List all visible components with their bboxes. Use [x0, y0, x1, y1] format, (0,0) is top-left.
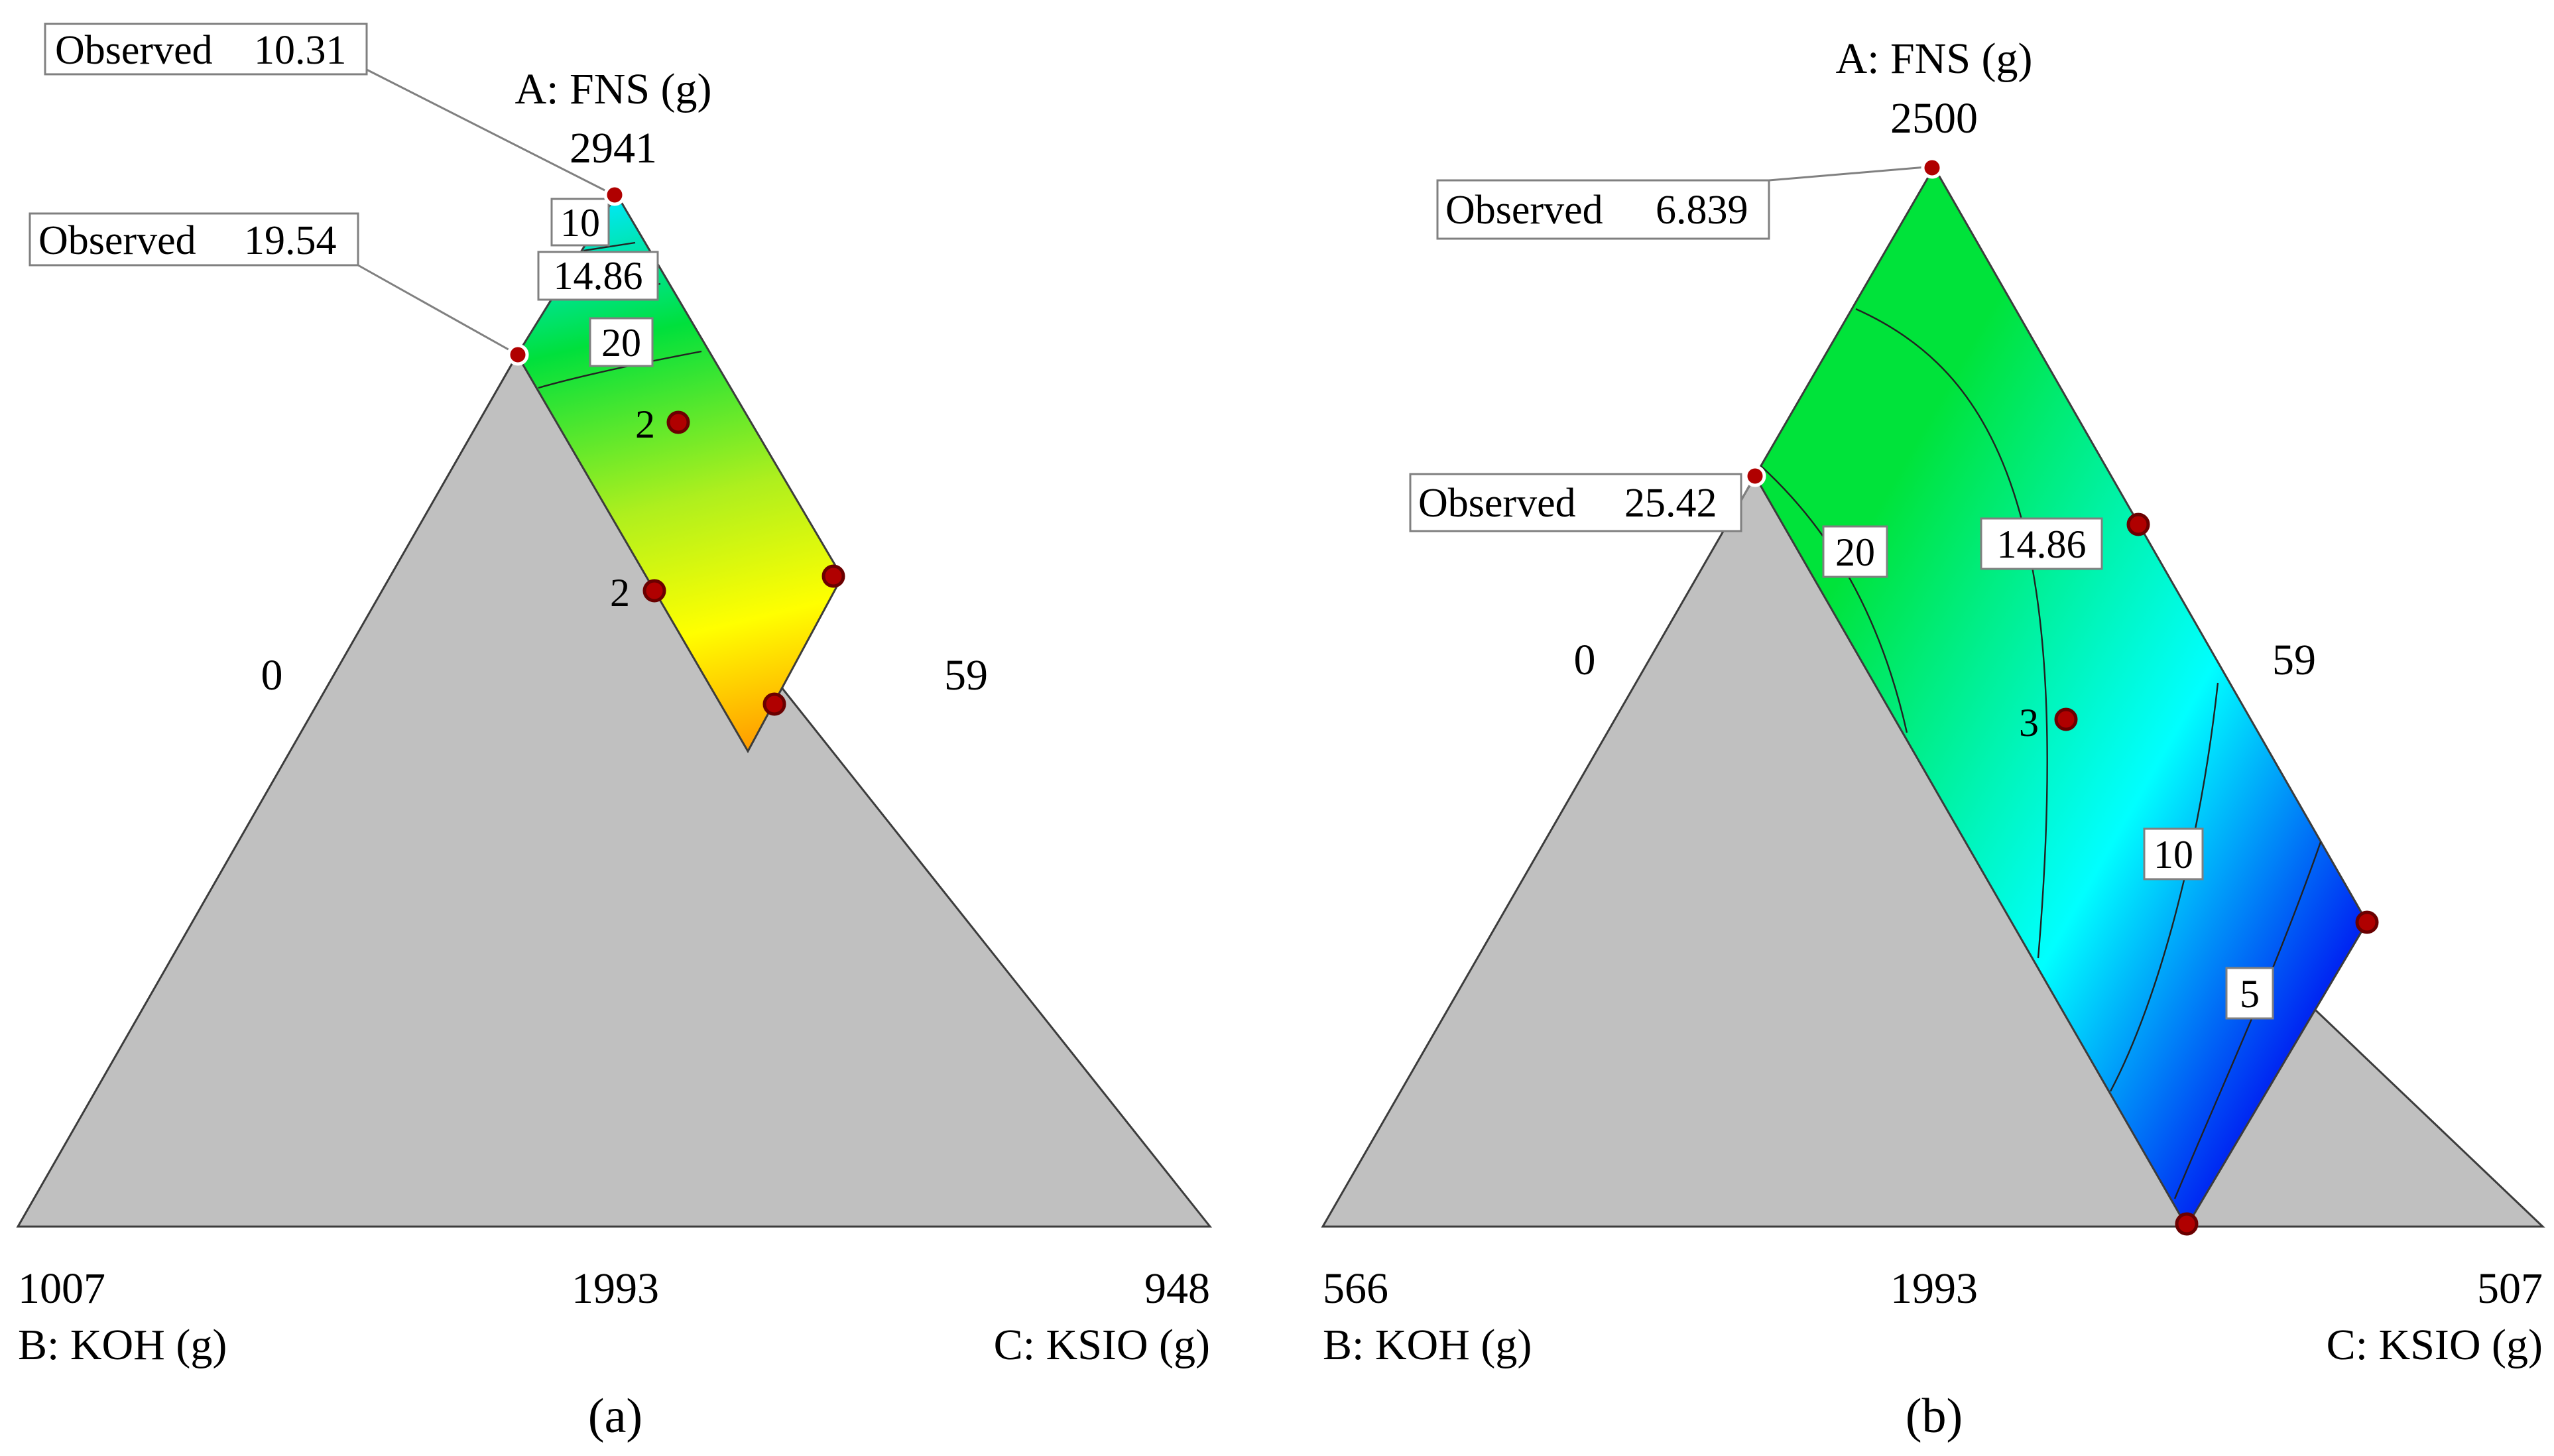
- observed-callout-b2: Observed 25.42: [1409, 473, 1754, 532]
- axis-a-label: A: FNS (g): [515, 65, 711, 113]
- left-edge-value: 0: [261, 651, 283, 699]
- panel-label-b: (b): [1906, 1389, 1963, 1443]
- design-point: [821, 564, 845, 588]
- panel-a: 10 14.86 20 Observed 10.31 Observed 19.5…: [16, 23, 1213, 1443]
- design-point-observed: [507, 343, 529, 366]
- design-points-b: [1744, 156, 2379, 1236]
- constraint-triangle-a: [16, 353, 1213, 1228]
- contour-label-10-a: 10: [550, 198, 610, 247]
- observed-callout-b1: Observed 6.839: [1436, 166, 1927, 240]
- observed-callout-a1: Observed 10.31: [44, 23, 609, 194]
- axis-b-label: B: KOH (g): [18, 1321, 227, 1369]
- observed-callout-a2: Observed 19.54: [29, 212, 513, 353]
- axis-a-label: A: FNS (g): [1835, 34, 2032, 83]
- axis-a-max: 2500: [1890, 94, 1978, 143]
- design-point: [2355, 910, 2379, 934]
- contour-label-14-86-b: 14.86: [1980, 517, 2103, 570]
- contour-line: [538, 350, 702, 389]
- contour-line: [1855, 308, 2048, 959]
- contour-label: 14.86: [1997, 522, 2087, 566]
- observed-label: Observed: [1418, 481, 1576, 526]
- axis-a-max: 2941: [570, 124, 657, 172]
- contour-label: 10: [2154, 833, 2193, 877]
- panel-b: 20 14.86 10 5 Observed 6.839 Observed 25…: [1321, 34, 2545, 1443]
- design-point-count: 3: [2019, 701, 2039, 745]
- design-point: [2054, 707, 2078, 731]
- design-point-observed: [1744, 465, 1766, 487]
- observed-label: Observed: [1445, 188, 1603, 233]
- left-edge-value: 0: [1574, 636, 1596, 684]
- contour-label: 14.86: [554, 254, 643, 298]
- axis-c-label: C: KSIO (g): [994, 1321, 1210, 1369]
- design-point: [2126, 513, 2150, 536]
- observed-value: 25.42: [1624, 481, 1717, 526]
- bottom-edge-value: 1993: [572, 1264, 659, 1313]
- observed-label: Observed: [38, 218, 196, 263]
- contour-line: [2109, 682, 2219, 1092]
- axis-b-label: B: KOH (g): [1323, 1321, 1532, 1369]
- observed-value: 6.839: [1656, 188, 1748, 233]
- contour-label-5-b: 5: [2225, 967, 2274, 1020]
- design-point: [2175, 1212, 2199, 1236]
- design-point: [762, 692, 786, 716]
- design-point-count: 2: [610, 571, 630, 615]
- contour-label-10-b: 10: [2143, 827, 2204, 880]
- observed-value: 10.31: [254, 28, 347, 73]
- design-point-count: 2: [635, 402, 655, 446]
- design-point-observed: [1921, 156, 1943, 179]
- design-point: [666, 410, 690, 434]
- right-edge-value: 59: [944, 651, 988, 699]
- contour-label: 5: [2240, 972, 2260, 1016]
- observed-value: 19.54: [244, 218, 337, 263]
- contour-label: 10: [560, 201, 600, 245]
- right-edge-value: 59: [2272, 636, 2316, 684]
- contour-label-20-b: 20: [1822, 525, 1888, 578]
- axis-c-max: 507: [2477, 1264, 2543, 1313]
- contour-label: 20: [601, 321, 641, 365]
- contour-label-20-a: 20: [589, 317, 654, 367]
- axis-c-max: 948: [1144, 1264, 1210, 1313]
- axis-c-label: C: KSIO (g): [2327, 1321, 2543, 1369]
- contour-label-14-86-a: 14.86: [537, 251, 659, 301]
- bottom-edge-value: 1993: [1890, 1264, 1978, 1313]
- design-point: [642, 579, 666, 603]
- observed-label: Observed: [55, 28, 213, 73]
- axis-b-max: 566: [1323, 1264, 1388, 1313]
- contour-line: [583, 241, 636, 252]
- design-points-a: [507, 184, 845, 716]
- panel-label-a: (a): [588, 1389, 642, 1443]
- contour-label: 20: [1835, 530, 1875, 574]
- design-point-observed: [603, 184, 626, 206]
- axis-b-max: 1007: [18, 1264, 105, 1313]
- contour-line: [2173, 841, 2322, 1199]
